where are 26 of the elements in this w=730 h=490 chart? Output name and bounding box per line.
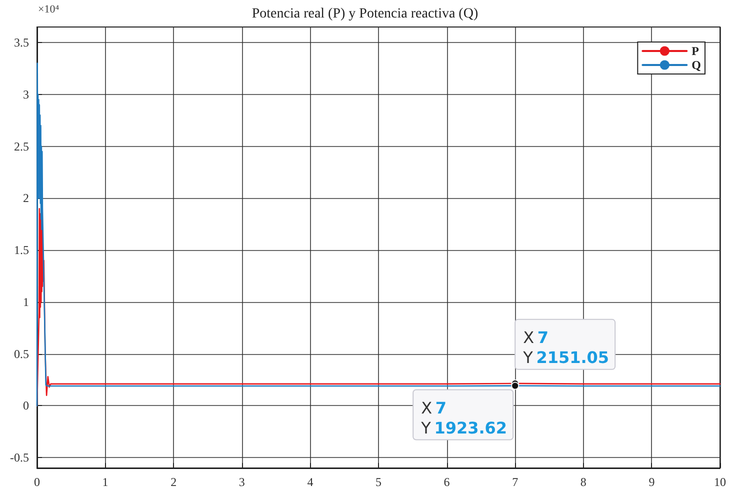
chart-title: Potencia real (P) y Potencia reactiva (Q) xyxy=(252,6,478,22)
y-tick-label: 3.5 xyxy=(14,36,29,50)
y-tick-label: 2.5 xyxy=(14,139,29,154)
x-tick-label: 10 xyxy=(714,475,726,489)
y-tick-label: 2 xyxy=(23,191,29,206)
x-tick-label: 0 xyxy=(34,475,40,489)
legend-label: Q xyxy=(692,58,702,72)
y-tick-label: 1.5 xyxy=(14,243,29,258)
legend-label: P xyxy=(692,44,700,58)
y-tick-label: -0.5 xyxy=(10,450,29,465)
y-tick-label: 3 xyxy=(23,87,29,102)
x-tick-label: 6 xyxy=(444,475,450,489)
annotation: X 7 Y 2151.05 xyxy=(522,328,610,367)
x-tick-label: 3 xyxy=(238,475,245,489)
text: ×10⁴ xyxy=(38,4,60,16)
x-tick-label: 4 xyxy=(307,475,314,489)
y-tick-label: 1 xyxy=(23,294,29,309)
x-tick-label: 7 xyxy=(512,475,518,489)
annotation: X 7 Y 1923.62 xyxy=(420,398,508,438)
y-tick-label: 0 xyxy=(23,398,29,413)
y-tick-label: 0.5 xyxy=(14,346,29,361)
x-tick-label: 2 xyxy=(170,475,177,489)
x-tick-label: 9 xyxy=(648,475,655,489)
x-tick-label: 5 xyxy=(376,475,382,489)
x-tick-label: 8 xyxy=(580,475,586,489)
x-tick-label: 1 xyxy=(102,475,108,489)
